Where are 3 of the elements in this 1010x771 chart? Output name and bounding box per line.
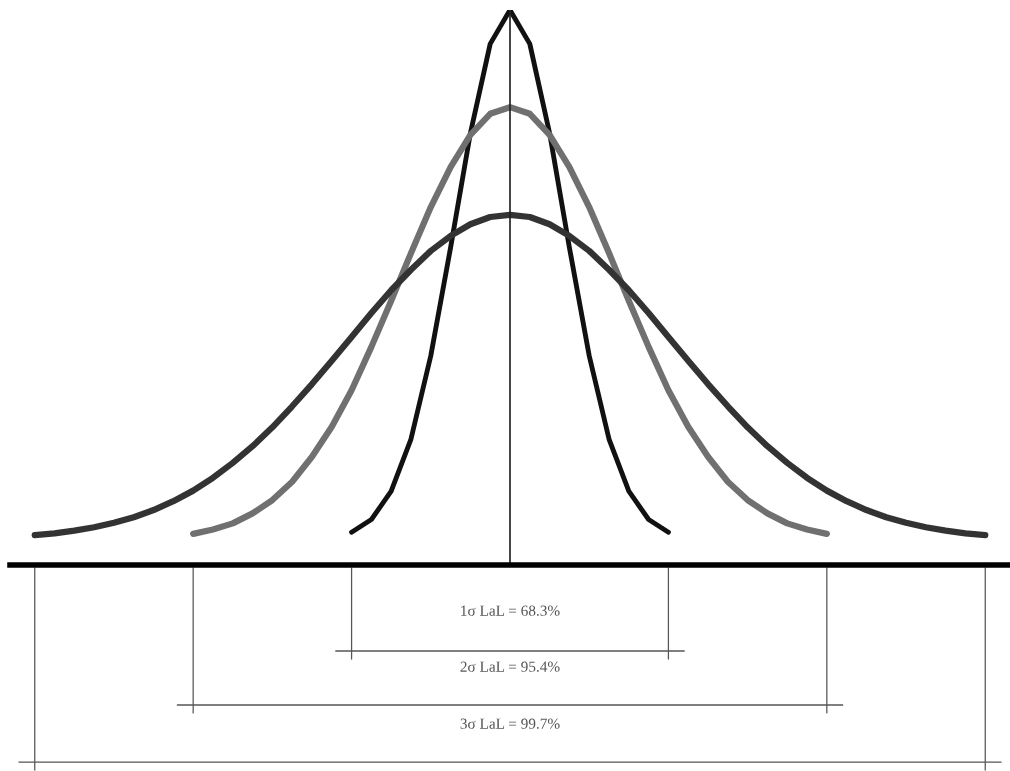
text: 2σ LaL = 95.4% xyxy=(460,661,560,672)
text: 1σ LaL = 68.3% xyxy=(461,605,560,616)
text: 3σ LaL = 99.7% xyxy=(460,718,560,729)
